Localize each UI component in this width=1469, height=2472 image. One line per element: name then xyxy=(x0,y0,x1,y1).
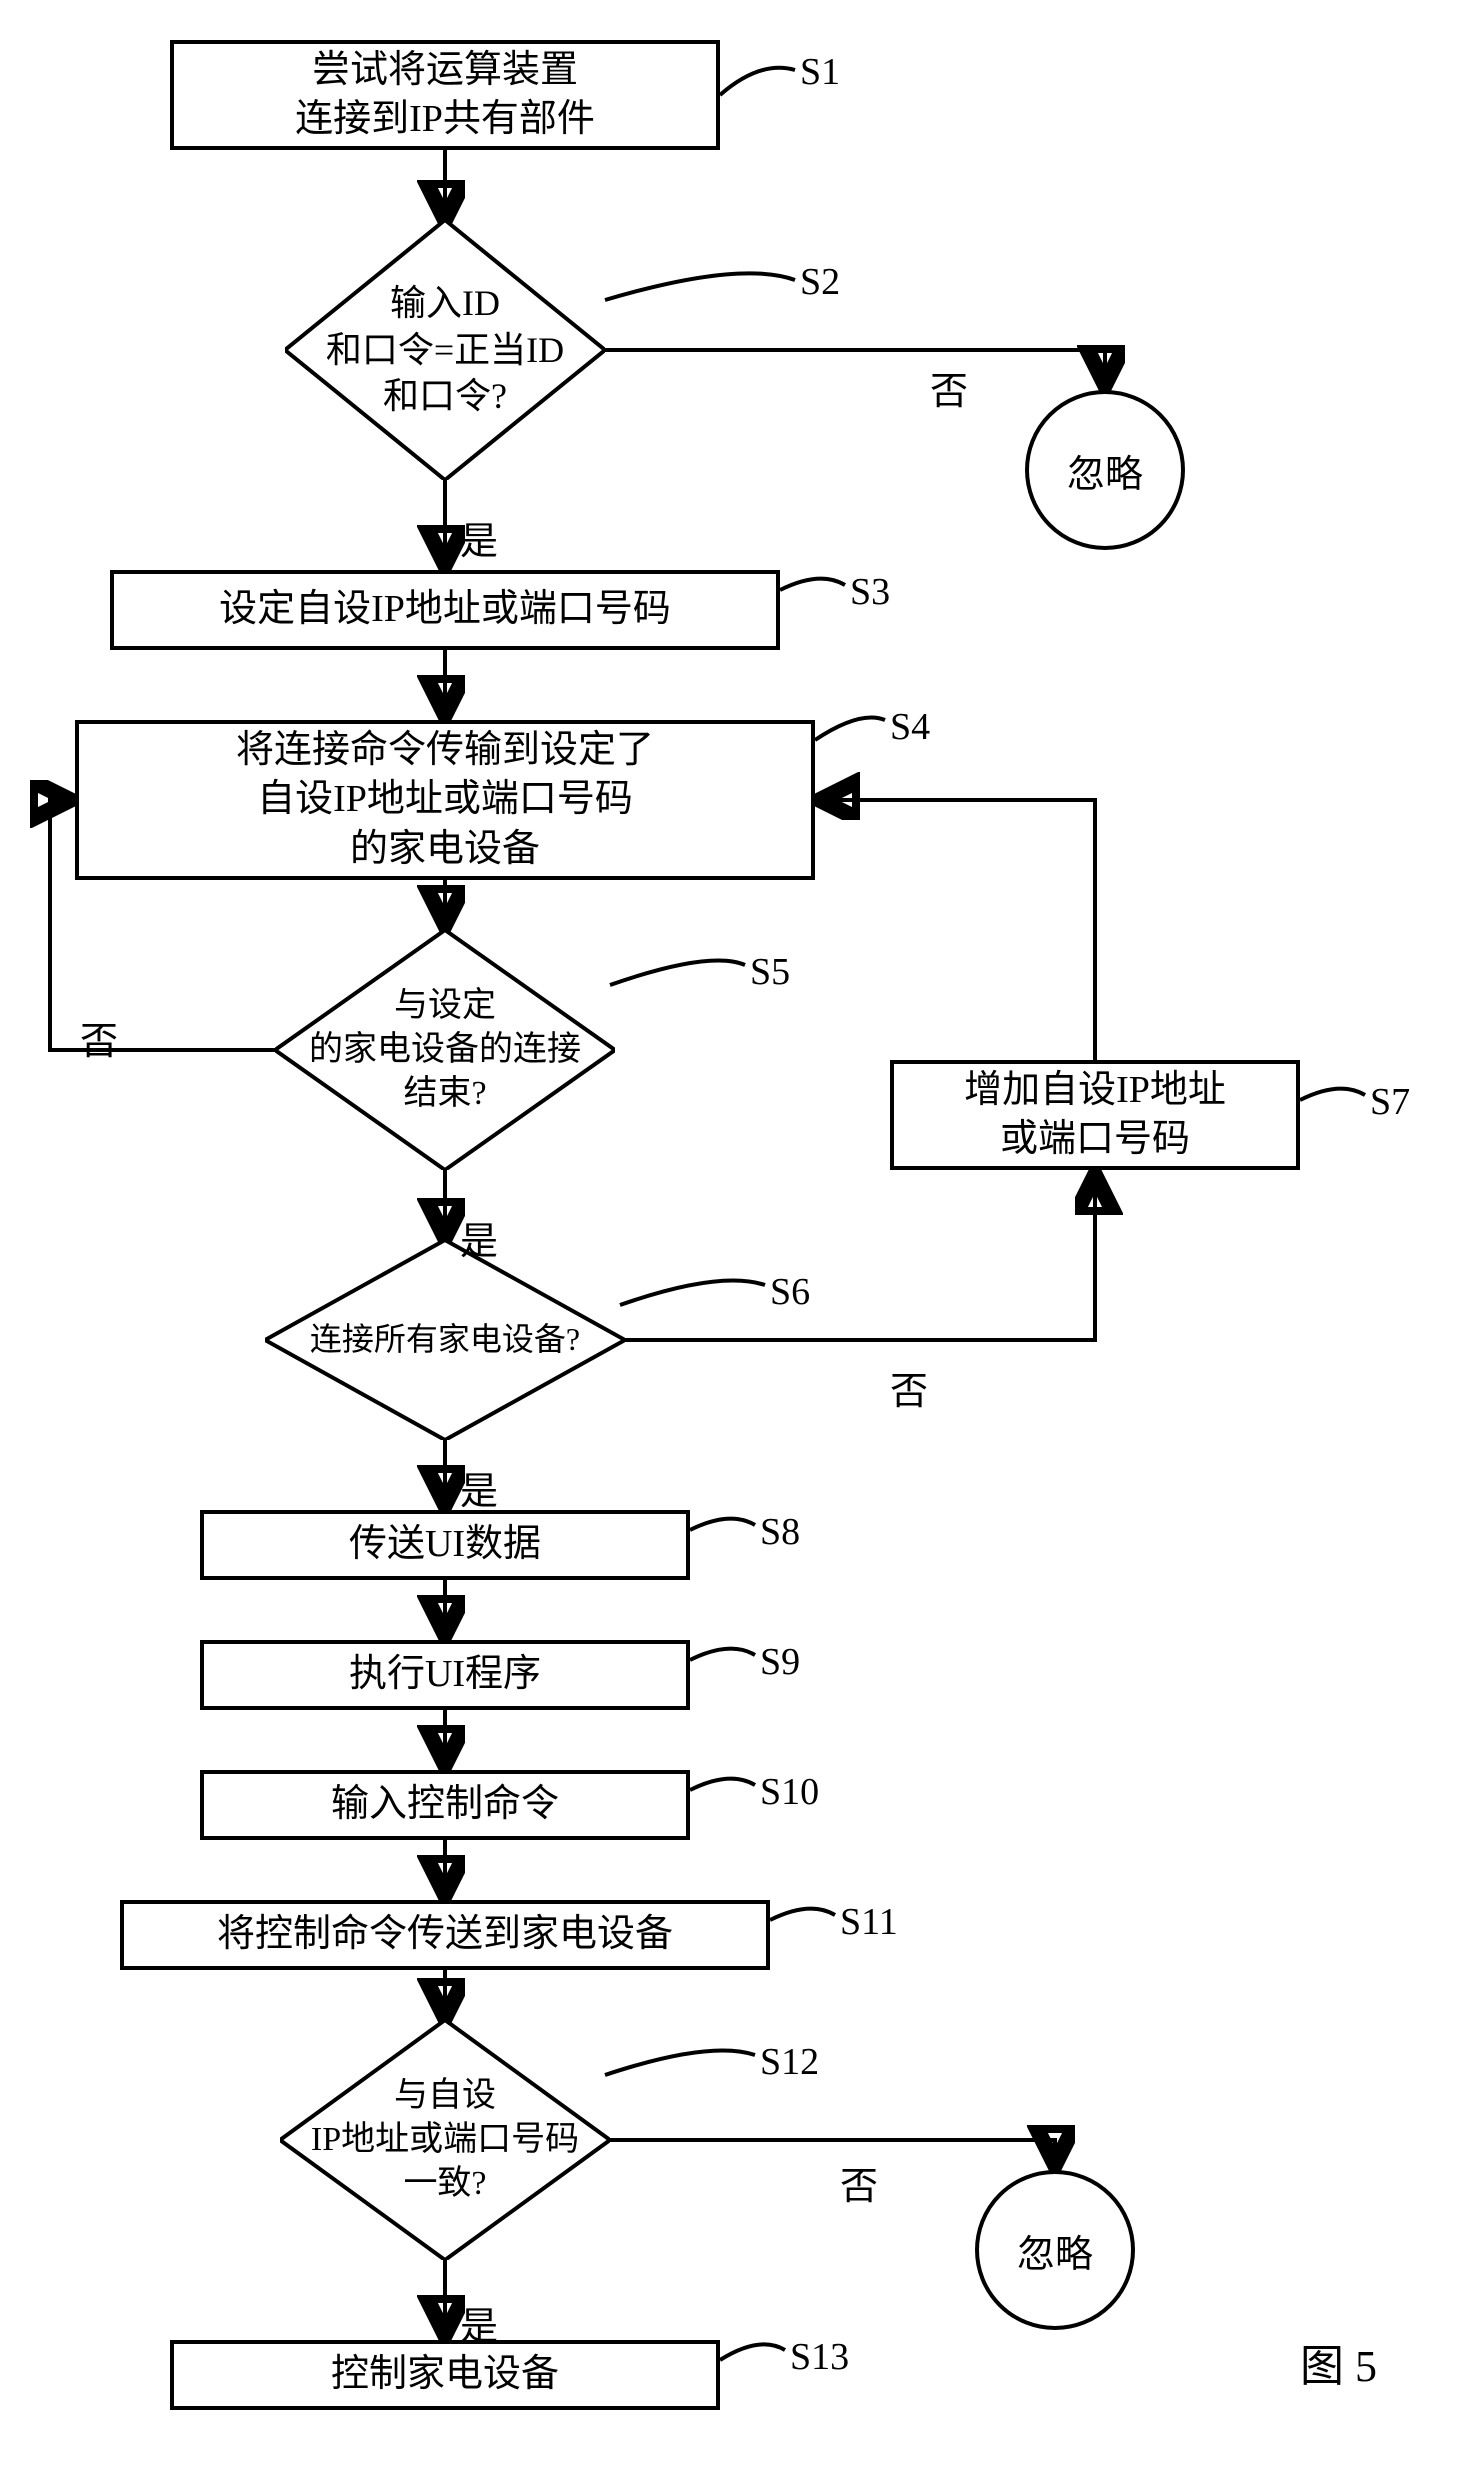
edge-label-s2-yes: 是 xyxy=(460,510,498,565)
node-text: 与自设IP地址或端口号码一致? xyxy=(311,2074,579,2207)
node-text: 输入ID和口令=正当ID和口令? xyxy=(326,280,564,420)
node-text: 控制家电设备 xyxy=(331,2350,559,2399)
node-s9: 执行UI程序 xyxy=(200,1640,690,1710)
node-s8: 传送UI数据 xyxy=(200,1510,690,1580)
node-s5: 与设定的家电设备的连接结束? xyxy=(275,930,615,1170)
label-s5: S5 xyxy=(750,950,790,994)
figure-caption: 图 5 xyxy=(1300,2330,1377,2394)
node-ignore2: 忽略 xyxy=(975,2170,1135,2330)
node-text: 连接所有家电设备? xyxy=(310,1319,580,1361)
flowchart-container: 尝试将运算装置连接到IP共有部件 S1 输入ID和口令=正当ID和口令? S2 … xyxy=(20,20,1469,2452)
edge-label-s12-no: 否 xyxy=(840,2155,878,2210)
node-s11: 将控制命令传送到家电设备 xyxy=(120,1900,770,1970)
node-text: 输入控制命令 xyxy=(331,1780,559,1829)
node-text: 忽略 xyxy=(1017,2223,1093,2278)
edge-label-s6-no: 否 xyxy=(890,1360,928,1415)
label-s11: S11 xyxy=(840,1900,898,1944)
node-s3: 设定自设IP地址或端口号码 xyxy=(110,570,780,650)
node-s7: 增加自设IP地址或端口号码 xyxy=(890,1060,1300,1170)
label-s3: S3 xyxy=(850,570,890,614)
edge-label-s5-no: 否 xyxy=(80,1010,118,1065)
node-text: 与设定的家电设备的连接结束? xyxy=(309,984,581,1117)
node-s10: 输入控制命令 xyxy=(200,1770,690,1840)
label-s13: S13 xyxy=(790,2335,849,2379)
label-s10: S10 xyxy=(760,1770,819,1814)
edge-label-s2-no: 否 xyxy=(930,360,968,415)
label-s9: S9 xyxy=(760,1640,800,1684)
edge-label-s12-yes: 是 xyxy=(460,2295,498,2350)
label-s7: S7 xyxy=(1370,1080,1410,1124)
node-text: 设定自设IP地址或端口号码 xyxy=(219,585,671,634)
edge-label-s5-yes: 是 xyxy=(460,1210,498,1265)
node-s2: 输入ID和口令=正当ID和口令? xyxy=(285,220,605,480)
label-s8: S8 xyxy=(760,1510,800,1554)
node-text: 忽略 xyxy=(1067,443,1143,498)
label-s4: S4 xyxy=(890,705,930,749)
label-s1: S1 xyxy=(800,50,840,94)
node-text: 将连接命令传输到设定了自设IP地址或端口号码的家电设备 xyxy=(236,726,654,874)
flowchart-edges xyxy=(20,20,1469,2452)
node-text: 传送UI数据 xyxy=(349,1520,541,1569)
node-s4: 将连接命令传输到设定了自设IP地址或端口号码的家电设备 xyxy=(75,720,815,880)
label-s6: S6 xyxy=(770,1270,810,1314)
node-text: 执行UI程序 xyxy=(349,1650,541,1699)
node-s13: 控制家电设备 xyxy=(170,2340,720,2410)
node-text: 尝试将运算装置连接到IP共有部件 xyxy=(295,46,595,145)
node-text: 将控制命令传送到家电设备 xyxy=(217,1910,673,1959)
label-s12: S12 xyxy=(760,2040,819,2084)
label-s2: S2 xyxy=(800,260,840,304)
node-s12: 与自设IP地址或端口号码一致? xyxy=(280,2020,610,2260)
edge-label-s6-yes: 是 xyxy=(460,1460,498,1515)
node-ignore1: 忽略 xyxy=(1025,390,1185,550)
node-s1: 尝试将运算装置连接到IP共有部件 xyxy=(170,40,720,150)
node-s6: 连接所有家电设备? xyxy=(265,1240,625,1440)
node-text: 增加自设IP地址或端口号码 xyxy=(964,1066,1226,1165)
